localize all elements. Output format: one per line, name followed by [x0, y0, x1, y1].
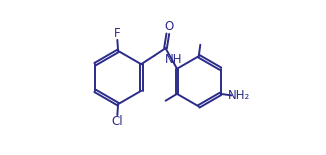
Text: O: O [164, 20, 173, 33]
Text: F: F [114, 27, 121, 40]
Text: Cl: Cl [111, 115, 123, 128]
Text: NH: NH [164, 53, 182, 66]
Text: NH₂: NH₂ [228, 89, 250, 102]
